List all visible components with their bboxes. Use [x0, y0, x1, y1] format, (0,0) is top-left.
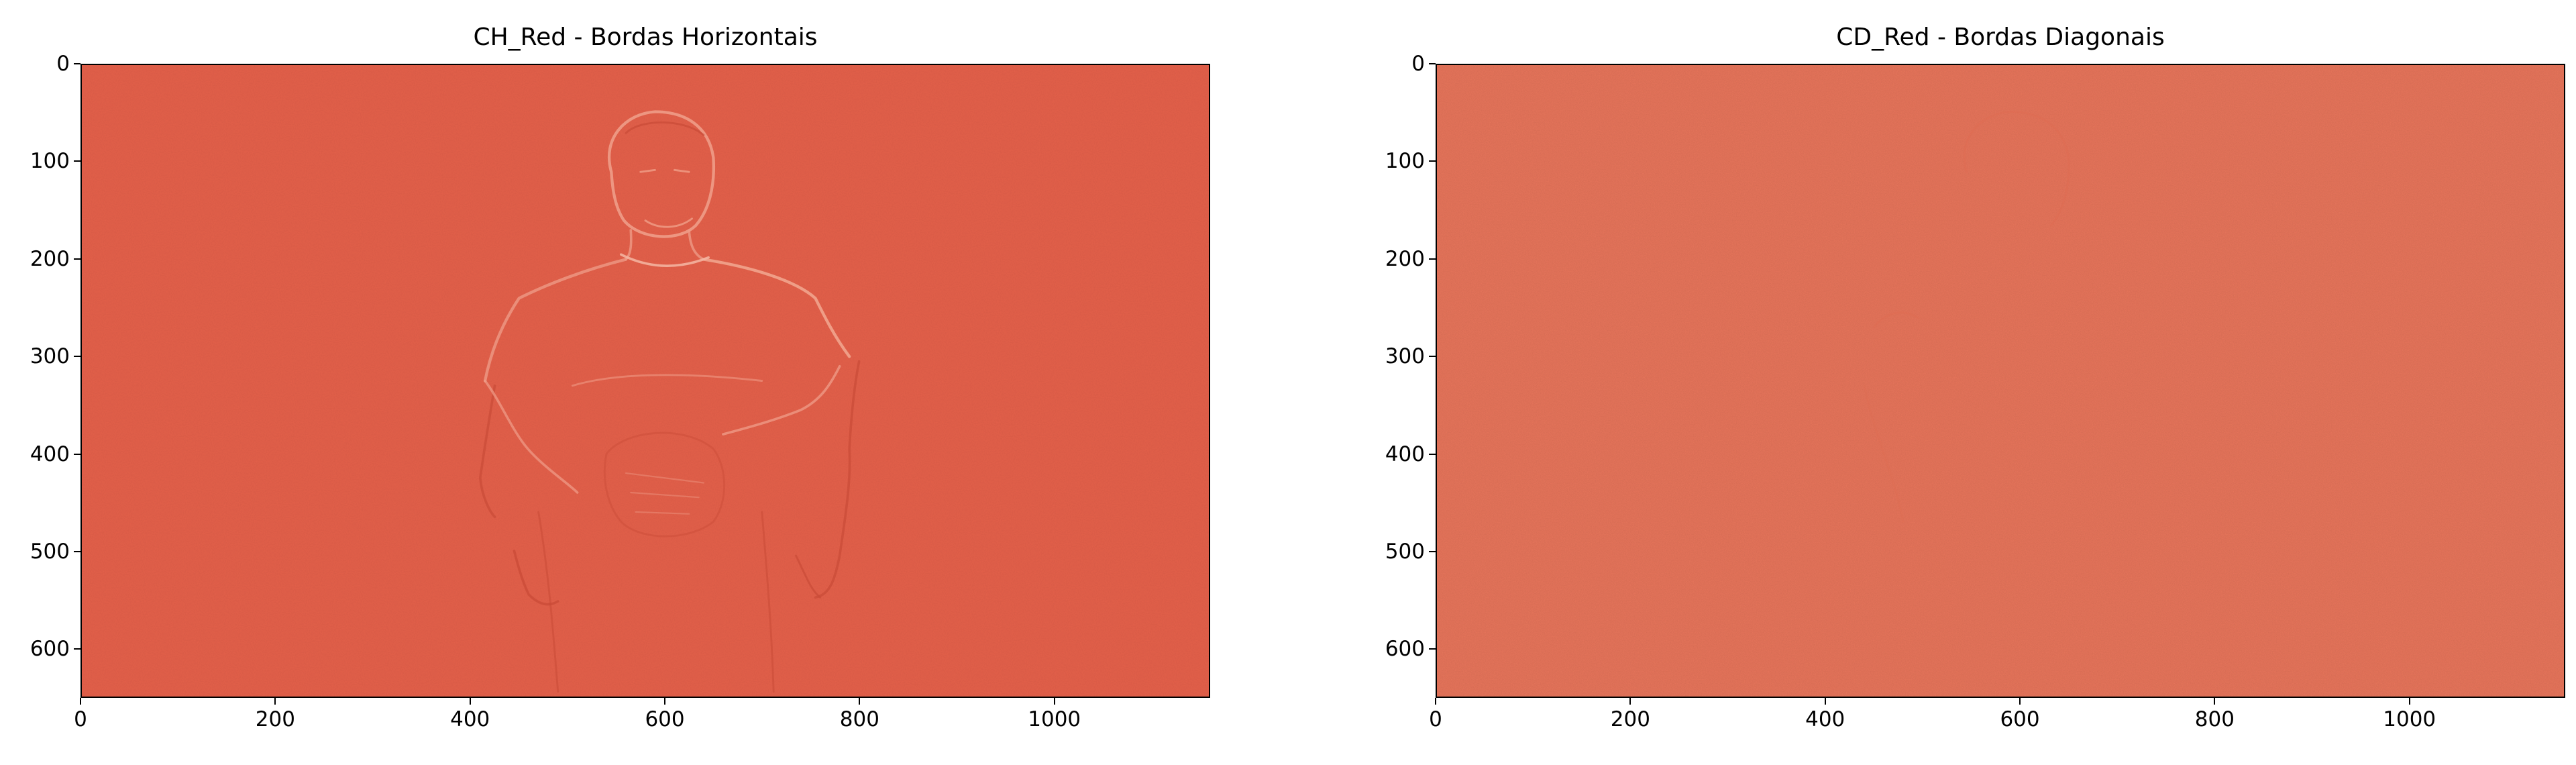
- y-tick-label: 600: [1385, 637, 1425, 662]
- person-edges: [478, 110, 861, 693]
- panel-title: CH_Red - Bordas Horizontais: [473, 23, 818, 51]
- x-tick: [80, 698, 81, 705]
- edge-image-horizontal: [82, 65, 1209, 697]
- x-tick: [2019, 698, 2021, 705]
- y-tick-label: 300: [1385, 344, 1425, 369]
- x-tick-label: 600: [645, 707, 685, 731]
- y-tick-label: 0: [1411, 52, 1425, 76]
- y-tick: [1429, 356, 1436, 358]
- y-tick-label: 400: [1385, 442, 1425, 466]
- x-tick: [274, 698, 276, 705]
- y-tick: [1429, 648, 1436, 650]
- x-tick-label: 800: [2194, 707, 2235, 731]
- edge-image-diagonal: [1437, 65, 2564, 697]
- image-area: [80, 64, 1210, 698]
- y-tick-label: 0: [56, 52, 70, 76]
- y-tick-label: 100: [1385, 149, 1425, 174]
- y-tick: [1429, 63, 1436, 64]
- panel-title: CD_Red - Bordas Diagonais: [1836, 23, 2165, 51]
- y-tick: [74, 160, 80, 162]
- x-tick: [1053, 698, 1055, 705]
- y-tick: [74, 550, 80, 552]
- panel-horizontal-edges: CH_Red - Bordas Horizontais: [0, 0, 1275, 765]
- x-tick: [664, 698, 666, 705]
- y-tick: [74, 648, 80, 650]
- x-tick-label: 1000: [1028, 707, 1081, 731]
- x-tick: [1629, 698, 1631, 705]
- y-tick-label: 400: [30, 442, 70, 466]
- x-tick: [2408, 698, 2410, 705]
- x-tick: [859, 698, 861, 705]
- y-tick: [74, 356, 80, 358]
- x-tick: [2214, 698, 2216, 705]
- y-tick-label: 100: [30, 149, 70, 174]
- y-tick-label: 500: [30, 539, 70, 564]
- y-tick: [74, 258, 80, 260]
- y-tick-label: 500: [1385, 539, 1425, 564]
- y-tick: [1429, 160, 1436, 162]
- x-tick: [1824, 698, 1826, 705]
- x-tick-label: 0: [1429, 707, 1442, 731]
- x-tick-label: 0: [74, 707, 87, 731]
- x-tick-label: 200: [255, 707, 295, 731]
- y-tick: [1429, 453, 1436, 455]
- y-tick: [74, 453, 80, 455]
- x-tick: [1435, 698, 1436, 705]
- image-area: [1436, 64, 2565, 698]
- x-tick: [469, 698, 471, 705]
- y-tick: [1429, 550, 1436, 552]
- x-tick-label: 400: [1805, 707, 1845, 731]
- x-tick-label: 1000: [2383, 707, 2436, 731]
- y-tick: [74, 63, 80, 64]
- y-tick-label: 600: [30, 637, 70, 662]
- y-tick-label: 300: [30, 344, 70, 369]
- y-tick: [1429, 258, 1436, 260]
- x-tick-label: 400: [450, 707, 490, 731]
- y-tick-label: 200: [30, 246, 70, 271]
- x-tick-label: 800: [839, 707, 879, 731]
- x-tick-label: 200: [1610, 707, 1650, 731]
- person-edges-faint: [1863, 111, 2070, 523]
- y-tick-label: 200: [1385, 246, 1425, 271]
- x-tick-label: 600: [2000, 707, 2040, 731]
- panel-diagonal-edges: CD_Red - Bordas Diagonais 0 100 200 300 4: [1275, 0, 2576, 765]
